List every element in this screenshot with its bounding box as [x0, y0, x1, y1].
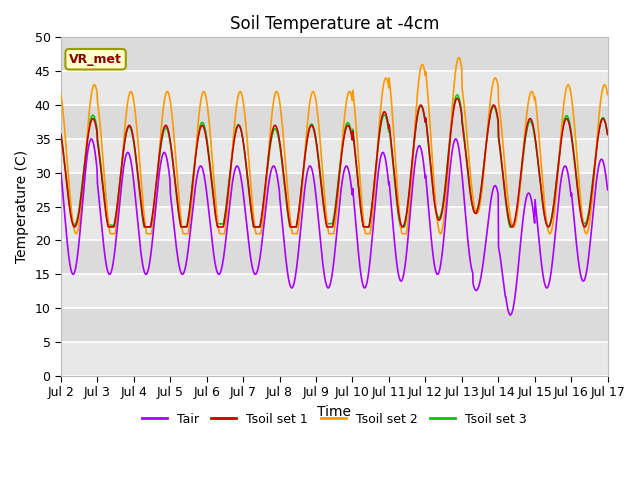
X-axis label: Time: Time [317, 405, 351, 419]
Bar [61, 308, 607, 342]
Bar [61, 105, 607, 139]
Bar [61, 173, 607, 206]
Text: VR_met: VR_met [69, 53, 122, 66]
Bar [61, 240, 607, 275]
Title: Soil Temperature at -4cm: Soil Temperature at -4cm [230, 15, 439, 33]
Y-axis label: Temperature (C): Temperature (C) [15, 150, 29, 263]
Bar [61, 37, 607, 71]
Legend: Tair, Tsoil set 1, Tsoil set 2, Tsoil set 3: Tair, Tsoil set 1, Tsoil set 2, Tsoil se… [137, 408, 532, 431]
